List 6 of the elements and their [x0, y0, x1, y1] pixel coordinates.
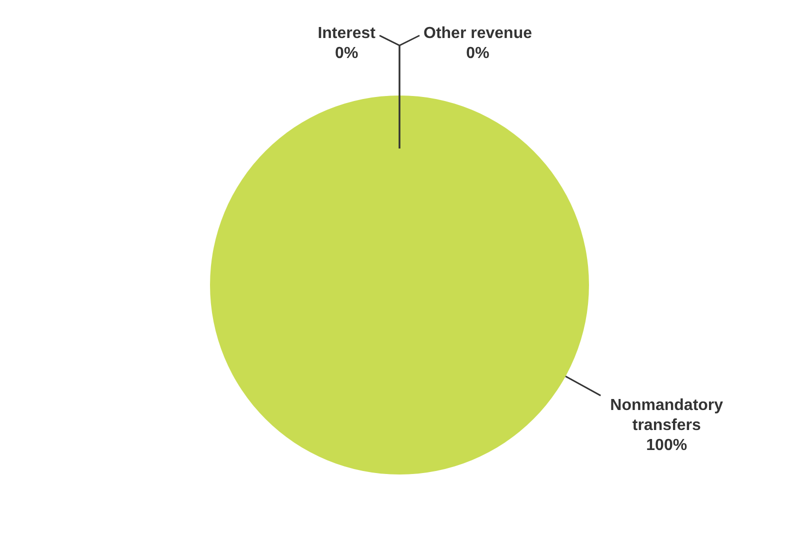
data-label: 100% [646, 436, 688, 454]
category-label: Interest [318, 24, 376, 42]
category-label: Other revenue [424, 24, 532, 42]
text: 0% [335, 44, 358, 62]
text: 0% [466, 44, 490, 62]
slice-label: Nonmandatory transfers [610, 396, 724, 434]
